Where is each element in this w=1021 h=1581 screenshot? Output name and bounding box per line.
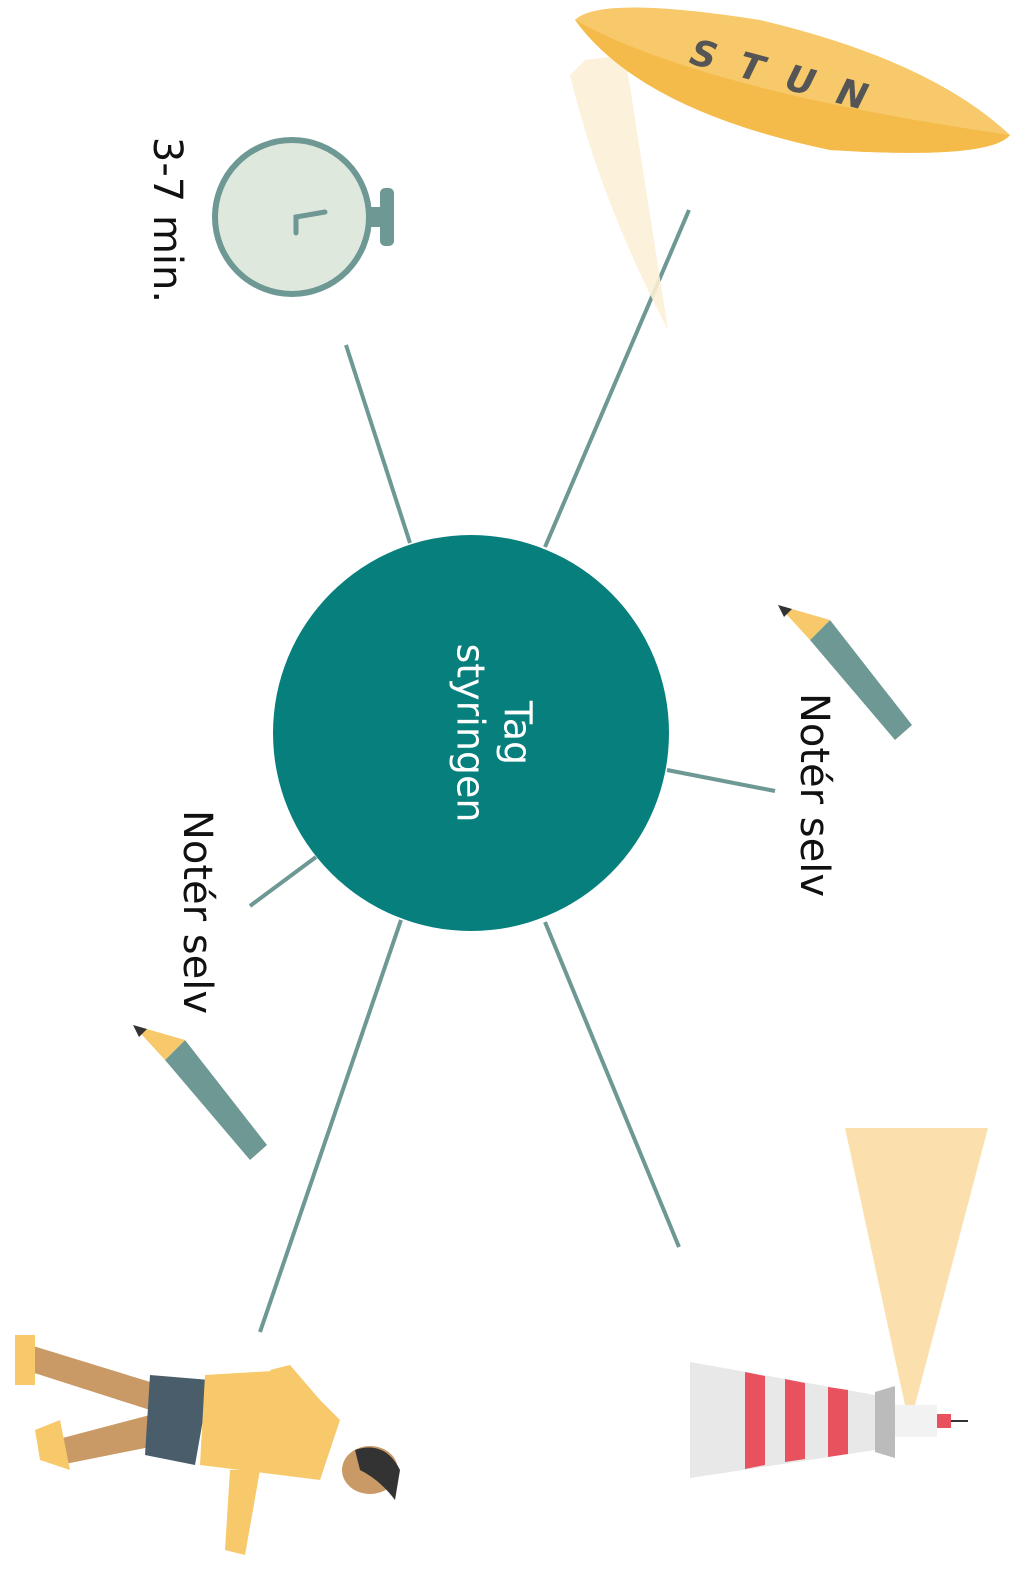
stopwatch	[215, 140, 394, 294]
note-label: Notér selv	[791, 693, 837, 897]
spoke	[667, 770, 775, 791]
time-label: 3-7 min.	[144, 137, 190, 303]
note-label: Notér selv	[174, 810, 220, 1014]
spoke	[545, 922, 679, 1247]
spoke	[346, 345, 410, 543]
center-line: Tag	[496, 700, 540, 765]
spoke	[260, 920, 401, 1332]
diagram: Tag styringen 3-7 min. STUN Notér selv N…	[0, 0, 1021, 1581]
pencil	[133, 1025, 267, 1160]
surfboard: STUN	[570, 8, 1010, 331]
lighthouse	[690, 1128, 988, 1478]
spoke	[545, 210, 689, 547]
center-line: styringen	[449, 643, 493, 822]
spoke	[250, 857, 316, 906]
runner	[15, 1335, 400, 1555]
